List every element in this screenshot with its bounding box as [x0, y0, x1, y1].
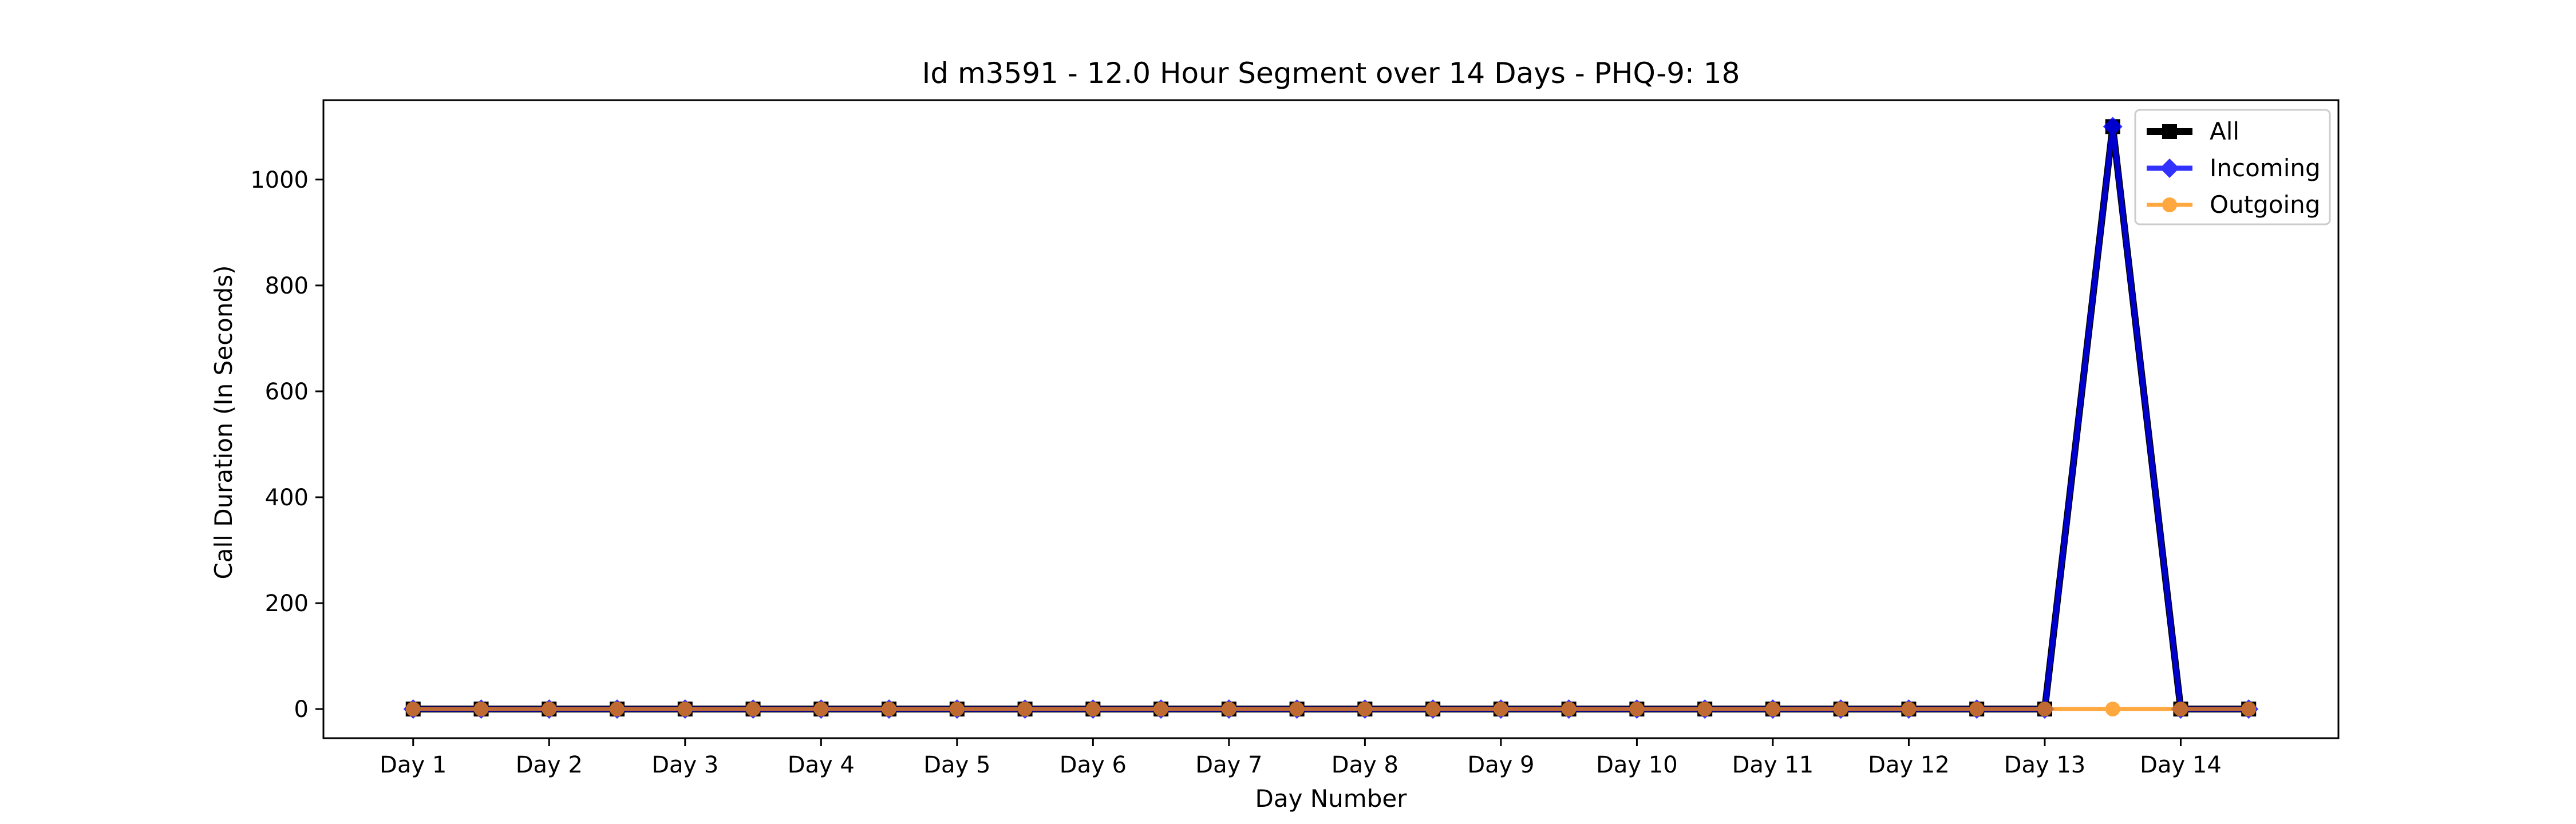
series-all — [405, 119, 2257, 717]
plot-frame — [322, 99, 2340, 739]
x-tick-label: Day 14 — [2140, 752, 2222, 778]
legend-entry-incoming — [2147, 159, 2192, 178]
x-tick-label: Day 10 — [1596, 752, 1678, 778]
chart-legend: All Incoming Outgoing — [2134, 109, 2331, 225]
data-point — [2241, 702, 2257, 717]
data-point — [2162, 197, 2177, 212]
plot-area: 0 200 400 600 800 1000 Day 1 Day 2 Day 3 Day 4 Day… — [250, 99, 2340, 778]
x-tick-label: Day 13 — [2004, 752, 2086, 778]
data-point — [2103, 117, 2123, 137]
data-point — [677, 702, 693, 717]
data-point — [405, 702, 421, 717]
y-tick-label: 0 — [294, 696, 309, 723]
y-axis-label: Call Duration (In Seconds) — [210, 265, 238, 579]
data-point — [1901, 702, 1917, 717]
legend-entry-outgoing — [2147, 197, 2192, 212]
legend-label: Incoming — [2210, 154, 2321, 182]
x-tick-label: Day 2 — [516, 752, 583, 778]
x-tick-label: Day 1 — [380, 752, 447, 778]
data-point — [1493, 702, 1508, 717]
series-line — [413, 126, 2249, 712]
data-point — [2160, 159, 2179, 178]
data-point — [1561, 702, 1577, 717]
y-tick-label: 1000 — [250, 167, 309, 193]
y-tick-label: 200 — [265, 591, 309, 617]
data-point — [1017, 702, 1033, 717]
legend-label: Outgoing — [2210, 191, 2320, 219]
data-point — [1969, 702, 1985, 717]
data-point — [1833, 702, 1848, 717]
x-tick-label: Day 6 — [1060, 752, 1127, 778]
data-point — [1221, 702, 1236, 717]
data-point — [882, 702, 897, 717]
data-point — [949, 702, 965, 717]
x-tick-label: Day 11 — [1732, 752, 1814, 778]
legend-box — [2134, 109, 2331, 225]
x-tick-label: Day 9 — [1467, 752, 1534, 778]
x-tick-label: Day 3 — [651, 752, 718, 778]
x-axis-label: Day Number — [1255, 785, 1407, 813]
data-point — [1357, 702, 1373, 717]
series-outgoing — [405, 702, 2257, 717]
data-point — [813, 702, 829, 717]
x-tick-label: Day 5 — [923, 752, 990, 778]
data-point — [2173, 702, 2188, 717]
data-point — [2162, 124, 2177, 139]
data-point — [1425, 702, 1441, 717]
data-point — [1629, 702, 1645, 717]
data-point — [1289, 702, 1305, 717]
x-tick-label: Day 4 — [788, 752, 855, 778]
data-point — [542, 702, 557, 717]
data-point — [610, 702, 625, 717]
y-tick-label: 400 — [265, 485, 309, 511]
data-point — [1085, 702, 1101, 717]
data-point — [1697, 702, 1713, 717]
data-point — [2105, 702, 2120, 717]
legend-entry-all — [2147, 124, 2192, 139]
y-tick-label: 800 — [265, 273, 309, 299]
data-point — [1765, 702, 1780, 717]
legend-label: All — [2210, 117, 2239, 145]
series-line — [413, 126, 2249, 713]
data-point — [1153, 702, 1169, 717]
x-tick-label: Day 8 — [1332, 752, 1398, 778]
data-point — [2037, 702, 2052, 717]
data-point — [745, 702, 761, 717]
series-incoming — [403, 117, 2259, 719]
data-point — [473, 702, 489, 717]
x-tick-label: Day 12 — [1868, 752, 1950, 778]
x-tick-label: Day 7 — [1195, 752, 1262, 778]
chart-title: Id m3591 - 12.0 Hour Segment over 14 Day… — [922, 57, 1740, 90]
y-tick-label: 600 — [265, 379, 309, 405]
